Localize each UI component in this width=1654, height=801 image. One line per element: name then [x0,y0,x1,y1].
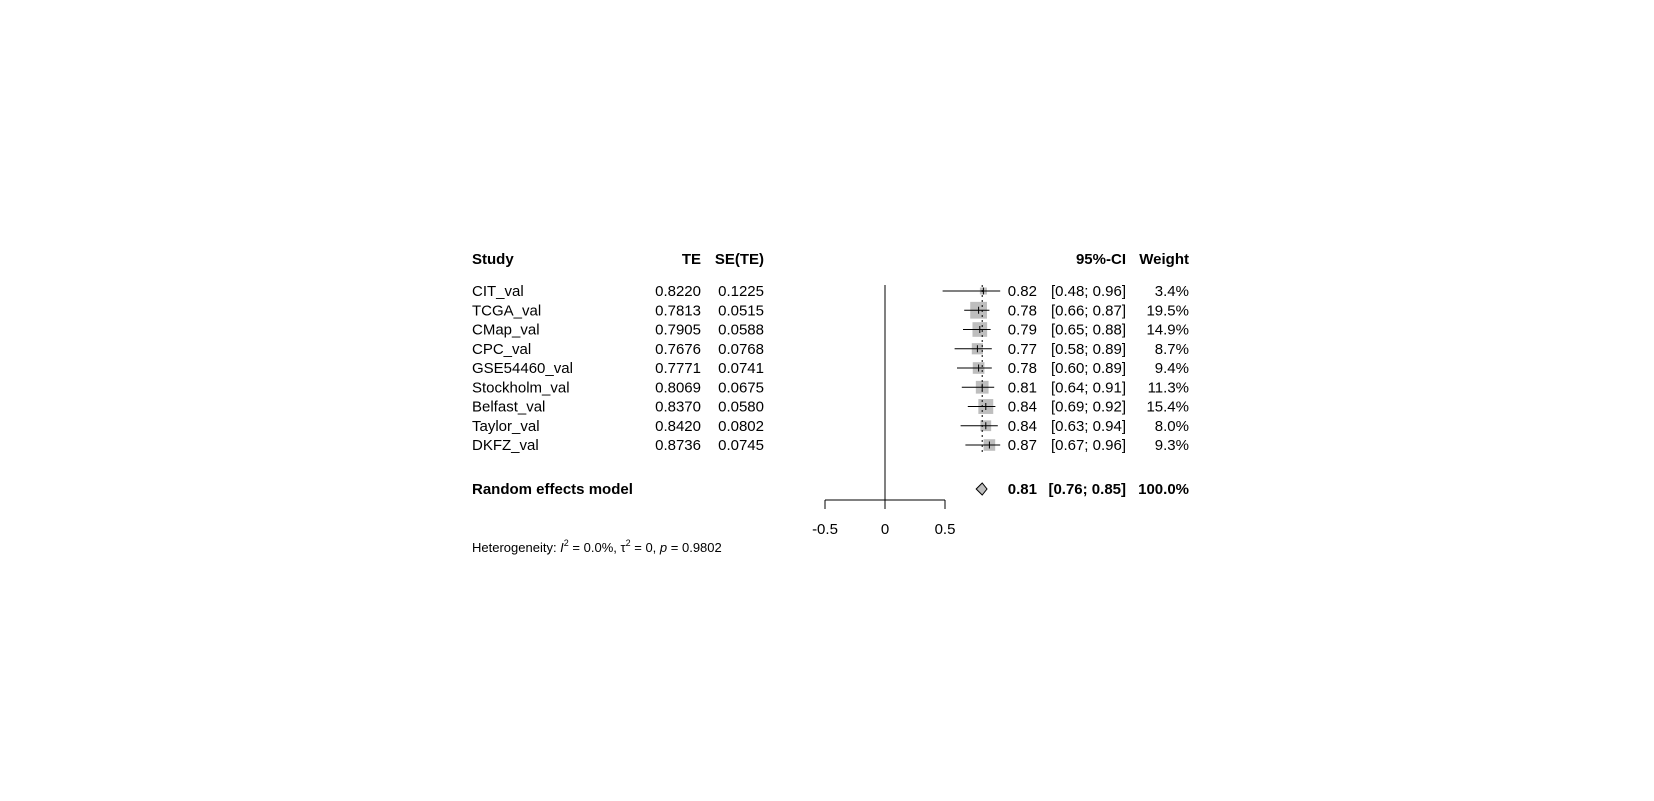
study-name: Stockholm_val [472,379,570,396]
study-ci: [0.60; 0.89] [1051,360,1126,377]
study-estimate: 0.84 [1008,399,1037,416]
study-ci: [0.65; 0.88] [1051,322,1126,339]
study-name: CMap_val [472,322,540,339]
study-sete: 0.0675 [718,379,764,396]
study-name: CPC_val [472,341,531,358]
x-axis-tick-label: -0.5 [812,521,838,538]
study-sete: 0.1225 [718,283,764,300]
study-estimate: 0.82 [1008,283,1037,300]
study-estimate: 0.81 [1008,379,1037,396]
study-name: TCGA_val [472,302,541,319]
study-sete: 0.0741 [718,360,764,377]
header-te: TE [682,251,701,268]
study-rows: CIT_val 0.8220 0.1225 0.82 [0.48; 0.96] 3.4% T… [472,283,1189,454]
study-te: 0.8420 [655,418,701,435]
heterogeneity-text: Heterogeneity: I2 = 0.0%, τ2 = 0, p = 0.… [472,538,722,555]
study-sete: 0.0802 [718,418,764,435]
header-sete: SE(TE) [715,251,764,268]
study-sete: 0.0768 [718,341,764,358]
study-estimate: 0.78 [1008,360,1037,377]
study-sete: 0.0745 [718,437,764,454]
header-ci: 95%-CI [1076,251,1126,268]
study-te: 0.7813 [655,302,701,319]
study-ci: [0.63; 0.94] [1051,418,1126,435]
study-ci: [0.48; 0.96] [1051,283,1126,300]
study-te: 0.8069 [655,379,701,396]
study-row: DKFZ_val 0.8736 0.0745 0.87 [0.67; 0.96] 9.3% [472,437,1189,454]
study-weight: 9.3% [1155,437,1189,454]
summary-label: Random effects model [472,481,633,498]
study-name: Belfast_val [472,399,545,416]
summary-weight: 100.0% [1138,481,1189,498]
summary-ci: [0.76; 0.85] [1048,481,1126,498]
study-row: CIT_val 0.8220 0.1225 0.82 [0.48; 0.96] 3.4% [472,283,1189,300]
study-ci: [0.58; 0.89] [1051,341,1126,358]
study-name: DKFZ_val [472,437,539,454]
x-axis-tick-label: 0.5 [935,521,956,538]
study-ci: [0.64; 0.91] [1051,379,1126,396]
study-name: CIT_val [472,283,524,300]
study-row: TCGA_val 0.7813 0.0515 0.78 [0.66; 0.87] 19.5… [472,302,1189,319]
study-weight: 14.9% [1146,322,1189,339]
study-estimate: 0.78 [1008,302,1037,319]
study-name: GSE54460_val [472,360,573,377]
study-weight: 8.7% [1155,341,1189,358]
study-row: Taylor_val 0.8420 0.0802 0.84 [0.63; 0.94] 8.… [472,418,1189,435]
study-ci: [0.69; 0.92] [1051,399,1126,416]
header-weight: Weight [1139,251,1189,268]
study-row: CPC_val 0.7676 0.0768 0.77 [0.58; 0.89] 8.7% [472,341,1189,358]
study-te: 0.7676 [655,341,701,358]
study-estimate: 0.84 [1008,418,1037,435]
study-row: GSE54460_val 0.7771 0.0741 0.78 [0.60; 0.89]… [472,360,1189,377]
study-weight: 11.3% [1148,379,1189,396]
study-estimate: 0.77 [1008,341,1037,358]
study-te: 0.8220 [655,283,701,300]
study-te: 0.8736 [655,437,701,454]
study-sete: 0.0580 [718,399,764,416]
summary-estimate: 0.81 [1008,481,1037,498]
study-weight: 15.4% [1146,399,1189,416]
study-weight: 9.4% [1155,360,1189,377]
study-weight: 19.5% [1146,302,1189,319]
study-ci: [0.67; 0.96] [1051,437,1126,454]
study-row: Stockholm_val 0.8069 0.0675 0.81 [0.64; 0.91… [472,379,1189,396]
study-sete: 0.0515 [718,302,764,319]
study-te: 0.8370 [655,399,701,416]
study-te: 0.7771 [655,360,701,377]
study-sete: 0.0588 [718,322,764,339]
study-estimate: 0.79 [1008,322,1037,339]
study-row: Belfast_val 0.8370 0.0580 0.84 [0.69; 0.92] 1… [472,399,1189,416]
summary-row: Random effects model 0.81 [0.76; 0.85] 1… [472,481,1189,498]
study-row: CMap_val 0.7905 0.0588 0.79 [0.65; 0.88] 14.9… [472,322,1189,339]
study-name: Taylor_val [472,418,540,435]
header-study: Study [472,251,514,268]
study-te: 0.7905 [655,322,701,339]
x-axis-tick-label: 0 [881,521,889,538]
study-estimate: 0.87 [1008,437,1037,454]
plot-area: -0.5 0 0.5 [812,285,1001,538]
study-weight: 3.4% [1155,283,1189,300]
summary-diamond [975,482,988,496]
study-ci: [0.66; 0.87] [1051,302,1126,319]
study-weight: 8.0% [1155,418,1189,435]
